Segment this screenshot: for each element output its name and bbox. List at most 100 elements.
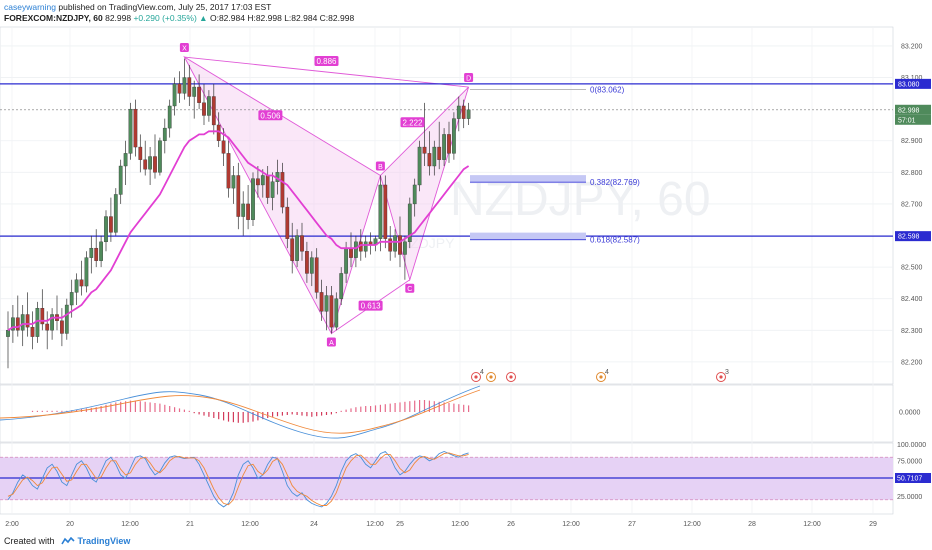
ratio-label: 0.613 (361, 302, 382, 311)
stoch-label-75: 75.0000 (897, 458, 922, 465)
resistance-price-tag: 83.080 (898, 81, 920, 88)
candle-down (265, 175, 270, 198)
y-tick-label: 83.200 (901, 43, 923, 50)
pattern-line-xd (184, 56, 469, 88)
candle-down (221, 140, 226, 154)
x-tick-label: 12:00 (803, 521, 821, 528)
pattern-point-a-label: A (329, 340, 334, 347)
last-price-value: 82.998 (105, 13, 132, 23)
candle-up (378, 184, 383, 239)
ratio-label: 0.886 (316, 57, 337, 66)
macd-line (0, 385, 481, 439)
pattern-point-x-tag (179, 43, 189, 53)
stoch-label-100: 100.0000 (897, 442, 926, 449)
event-count-label: 3 (725, 369, 729, 376)
macd-signal-line (0, 389, 481, 434)
event-count-label: 4 (605, 369, 609, 376)
publish-line: caseywarning published on TradingView.co… (4, 2, 928, 13)
candle-down (383, 184, 388, 239)
candle-up (74, 279, 79, 293)
ratio-label: 2.222 (402, 118, 423, 127)
pattern-point-x-label: X (182, 46, 187, 53)
candle-up (324, 295, 329, 312)
chart-header: caseywarning published on TradingView.co… (0, 0, 932, 26)
candle-up (50, 314, 54, 331)
candle-up (148, 156, 152, 170)
fib-zone-618 (470, 232, 586, 241)
candle-down (94, 247, 99, 261)
candle-down (30, 326, 35, 337)
candle-up (295, 235, 299, 261)
resistance-price-tag-bg (895, 78, 931, 89)
candle-down (202, 102, 206, 116)
candle-down (138, 146, 143, 160)
candle-up (231, 175, 236, 189)
candle-up (334, 298, 339, 328)
candle-down (143, 159, 148, 170)
stoch-value-tag: 50.7107 (897, 475, 922, 482)
symbol-label: FOREXCOM:NZDJPY, 60 (4, 13, 103, 23)
candle-down (280, 172, 285, 208)
ratio-tag (314, 56, 339, 67)
candle-up (466, 109, 471, 119)
ratio-tag (258, 110, 283, 121)
stoch-value-tag-bg (895, 472, 931, 483)
tradingview-logo[interactable]: TradingView (60, 536, 130, 546)
candle-down (177, 83, 182, 94)
candle-up (442, 134, 446, 160)
candle-up (354, 241, 358, 258)
x-tick-label: 28 (748, 521, 756, 528)
ratio-tag (400, 117, 425, 128)
candle-up (128, 108, 133, 154)
candle-up (393, 235, 397, 252)
candle-up (20, 314, 25, 331)
last-price-tag-bg (895, 104, 931, 115)
pattern-point-d-label: D (466, 76, 471, 83)
candle-down (256, 178, 260, 186)
chart-canvas[interactable]: 83.20083.10082.90082.80082.70082.60082.5… (0, 0, 932, 532)
y-tick-label: 82.400 (901, 296, 923, 303)
candle-up (84, 257, 89, 287)
fib-zone-382 (470, 175, 586, 184)
candle-up (432, 146, 437, 167)
candle-up (167, 105, 172, 129)
candle-up (162, 127, 167, 141)
x-tick-label: 27 (628, 521, 636, 528)
x-tick-label: 2:00 (5, 521, 19, 528)
y-tick-label: 82.200 (901, 359, 923, 366)
candle-down (388, 238, 393, 252)
candle-up (123, 153, 128, 167)
stoch-label-25: 25.0000 (897, 494, 922, 501)
candle-up (118, 165, 123, 195)
economic-event-dot (719, 375, 723, 379)
x-tick-label: 12:00 (562, 521, 580, 528)
candle-down (285, 206, 290, 239)
y-tick-label: 82.300 (901, 328, 923, 335)
pattern-point-b-tag (375, 161, 385, 171)
candle-up (89, 247, 94, 258)
candle-down (45, 323, 50, 331)
watermark-subtitle: NZDJPY (400, 235, 455, 251)
low-value: L:82.984 (284, 13, 318, 23)
pattern-point-d-tag (464, 73, 474, 83)
economic-event-dot (489, 375, 493, 379)
ratio-tag (358, 300, 383, 311)
x-tick-label: 26 (507, 521, 515, 528)
candle-down (226, 153, 231, 189)
y-tick-label: 82.800 (901, 170, 923, 177)
candle-up (452, 118, 456, 154)
economic-event-dot (599, 375, 603, 379)
candle-up (456, 105, 461, 119)
pattern-point-c-tag (405, 283, 415, 293)
candle-up (113, 194, 118, 233)
economic-event-dot (509, 375, 513, 379)
candle-down (398, 235, 402, 255)
fib-label-0: 0(83.062) (590, 86, 625, 95)
candle-down (314, 257, 319, 293)
x-tick-label: 29 (869, 521, 877, 528)
close-value: C:82.998 (319, 13, 355, 23)
y-tick-label: 82.500 (901, 265, 923, 272)
candle-down (187, 77, 192, 97)
candle-down (290, 238, 295, 261)
author-link[interactable]: caseywarning (4, 2, 56, 12)
